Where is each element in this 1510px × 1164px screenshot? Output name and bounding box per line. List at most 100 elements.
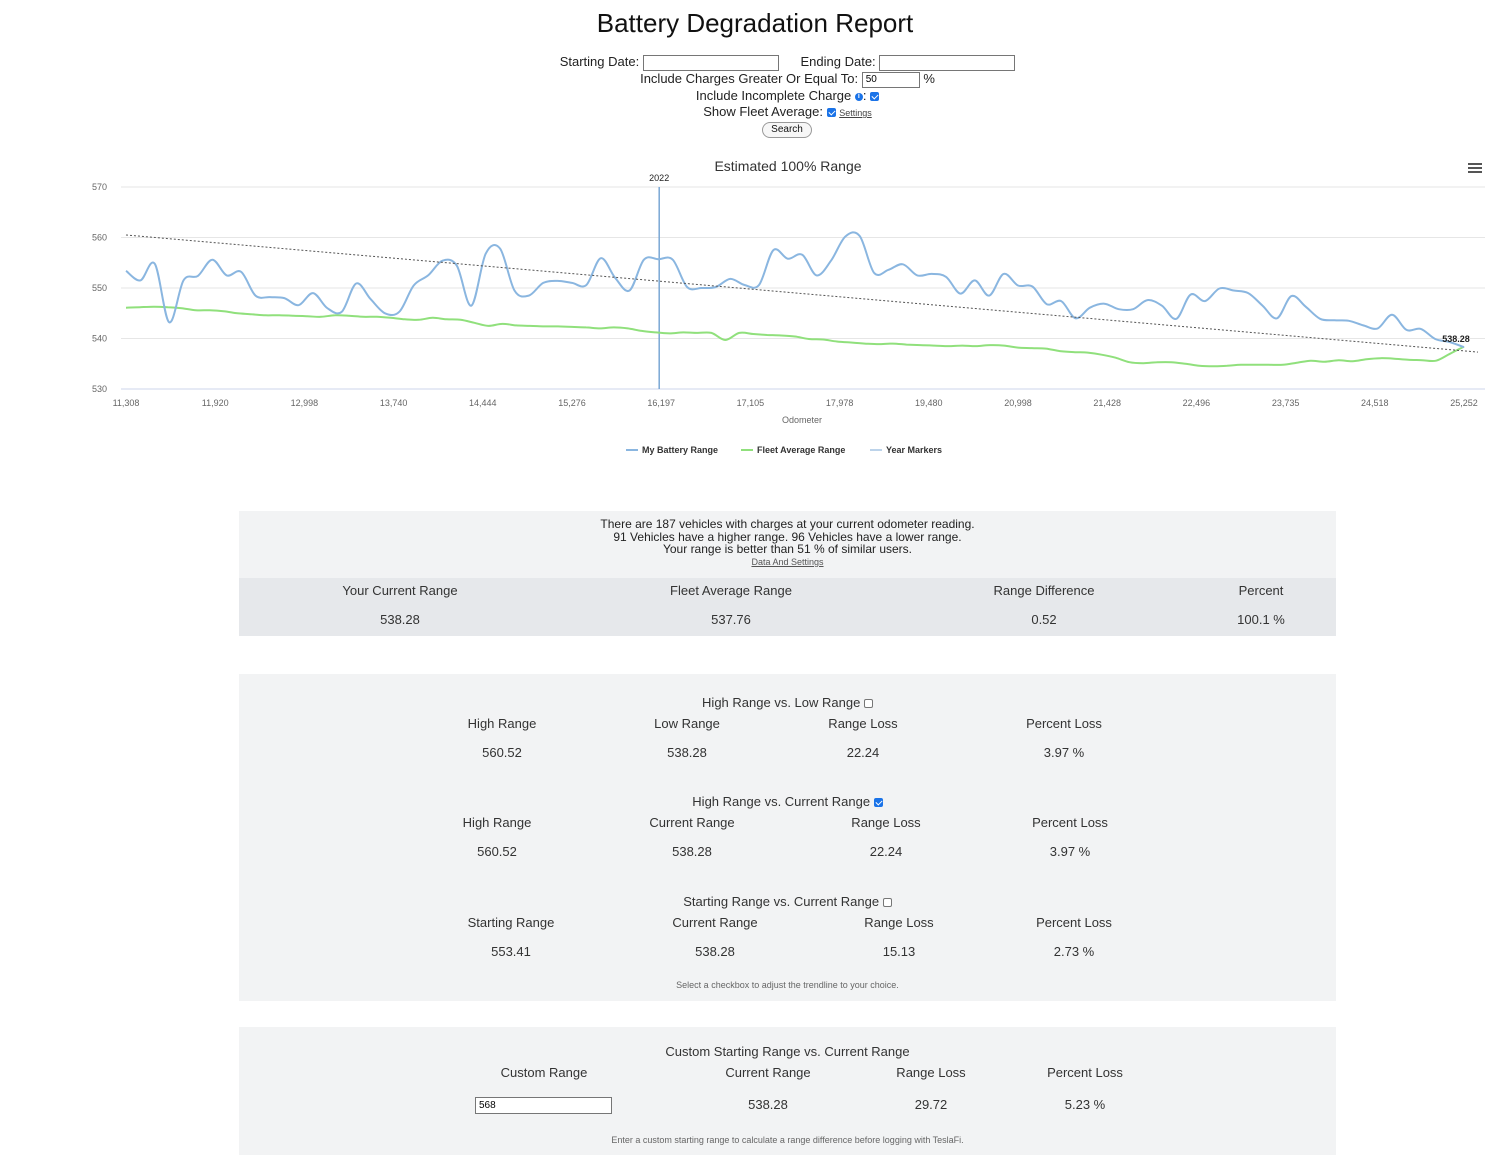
- percent-loss-value: 3.97 %: [1043, 745, 1085, 760]
- custom-range-panel: Custom Starting Range vs. Current Range …: [239, 1027, 1336, 1155]
- high-current-checkbox[interactable]: [873, 798, 883, 808]
- trendline: [125, 234, 1479, 353]
- trendline-note: Select a checkbox to adjust the trendlin…: [676, 980, 899, 990]
- summary-header: Percent: [1238, 583, 1284, 598]
- incomplete-checkbox[interactable]: [870, 92, 880, 102]
- high-range-value: 560.52: [482, 745, 522, 760]
- date-filter-row: Starting Date: Ending Date:: [0, 54, 1510, 71]
- summary-header: Fleet Average Range: [670, 583, 792, 598]
- summary-header: Your Current Range: [342, 583, 458, 598]
- range-loss-value: 15.13: [882, 944, 916, 959]
- fleet-summary-panel: There are 187 vehicles with charges at y…: [239, 511, 1336, 636]
- legend-label: Fleet Average Range: [757, 445, 845, 455]
- min-charge-label: Include Charges Greater Or Equal To:: [640, 71, 859, 86]
- chart-title: Estimated 100% Range: [714, 158, 861, 174]
- high-low-checkbox[interactable]: [863, 699, 873, 709]
- legend-item[interactable]: My Battery Range: [626, 445, 718, 455]
- high-current-title: High Range vs. Current Range: [239, 794, 1336, 809]
- col-header: Current Range: [725, 1065, 811, 1080]
- summary-table: Your Current Range Fleet Average Range R…: [239, 578, 1336, 636]
- col-header: Current Range: [649, 815, 735, 830]
- hamburger-menu-icon[interactable]: [1468, 163, 1482, 175]
- year-marker-label: 2022: [649, 173, 669, 183]
- ending-date-input[interactable]: [879, 54, 1016, 71]
- current-range-value: 538.28: [748, 1097, 788, 1112]
- col-header: Custom Range: [500, 1065, 588, 1080]
- fleet-row: Show Fleet Average: Settings: [0, 104, 1510, 119]
- min-charge-input[interactable]: [861, 71, 920, 88]
- summary-line-1: There are 187 vehicles with charges at y…: [600, 517, 975, 531]
- x-axis-label: Odometer: [782, 415, 822, 425]
- current-range-value: 538.28: [672, 844, 712, 859]
- range-difference-value: 0.52: [1031, 612, 1057, 627]
- y-tick-label: 560: [92, 233, 107, 243]
- percent-loss-value: 2.73 %: [1053, 944, 1095, 959]
- comparisons-panel: High Range vs. Low Range High Range Low …: [239, 674, 1336, 1001]
- range-loss-value: 22.24: [869, 844, 903, 859]
- custom-range-input[interactable]: [475, 1097, 612, 1114]
- col-header: High Range: [467, 716, 537, 731]
- min-charge-row: Include Charges Greater Or Equal To: %: [0, 71, 1510, 88]
- fleet-average-line: [125, 305, 1465, 368]
- col-header: Starting Range: [467, 915, 555, 930]
- x-tick-label: 15,276: [558, 398, 586, 408]
- x-tick-label: 25,252: [1450, 398, 1478, 408]
- info-icon[interactable]: i: [854, 92, 863, 101]
- incomplete-suffix: :: [862, 88, 867, 103]
- col-header: Percent Loss: [1036, 915, 1112, 930]
- x-tick-label: 19,480: [915, 398, 943, 408]
- x-tick-label: 16,197: [647, 398, 675, 408]
- my-battery-range-line: [125, 231, 1465, 349]
- col-header: Current Range: [672, 915, 758, 930]
- legend-label: My Battery Range: [642, 445, 718, 455]
- col-header: Percent Loss: [1032, 815, 1108, 830]
- ending-date-label: Ending Date:: [800, 54, 876, 69]
- range-loss-value: 22.24: [846, 745, 880, 760]
- summary-line-3: Your range is better than 51 % of simila…: [662, 542, 913, 556]
- high-low-title: High Range vs. Low Range: [239, 695, 1336, 710]
- page-title: Battery Degradation Report: [596, 8, 914, 38]
- high-range-value: 560.52: [477, 844, 517, 859]
- x-tick-label: 14,444: [469, 398, 497, 408]
- starting-date-label: Starting Date:: [559, 54, 640, 69]
- current-range-value: 538.28: [380, 612, 420, 627]
- x-tick-label: 12,998: [291, 398, 319, 408]
- starting-date-input[interactable]: [642, 54, 779, 71]
- col-header: High Range: [462, 815, 532, 830]
- incomplete-row: Include Incomplete Charge i:: [0, 88, 1510, 103]
- x-tick-label: 11,920: [202, 398, 229, 408]
- x-tick-label: 17,105: [737, 398, 765, 408]
- settings-link[interactable]: Settings: [839, 108, 872, 118]
- y-tick-label: 530: [92, 384, 107, 394]
- col-header: Range Loss: [828, 716, 898, 731]
- fleet-average-value: 537.76: [711, 612, 751, 627]
- legend-item[interactable]: Fleet Average Range: [741, 445, 845, 455]
- col-header: Percent Loss: [1026, 716, 1102, 731]
- percent-loss-value: 5.23 %: [1064, 1097, 1106, 1112]
- percent-value: 100.1 %: [1237, 612, 1285, 627]
- custom-title: Custom Starting Range vs. Current Range: [665, 1044, 910, 1059]
- x-tick-label: 23,735: [1272, 398, 1300, 408]
- x-tick-label: 21,428: [1093, 398, 1121, 408]
- x-tick-label: 13,740: [380, 398, 408, 408]
- start-current-checkbox[interactable]: [882, 898, 892, 908]
- summary-line-2: 91 Vehicles have a higher range. 96 Vehi…: [613, 530, 962, 544]
- y-tick-label: 570: [92, 182, 107, 192]
- y-tick-label: 540: [92, 334, 107, 344]
- incomplete-label: Include Incomplete Charge: [695, 88, 852, 103]
- x-tick-label: 24,518: [1361, 398, 1389, 408]
- col-header: Range Loss: [896, 1065, 966, 1080]
- search-button[interactable]: Search: [762, 122, 812, 138]
- range-loss-value: 29.72: [914, 1097, 948, 1112]
- y-tick-label: 550: [92, 283, 107, 293]
- col-header: Low Range: [654, 716, 720, 731]
- range-chart: Estimated 100% Range 570 560 550 540 530 11,30…: [92, 158, 1485, 455]
- data-settings-link[interactable]: Data And Settings: [751, 557, 824, 567]
- start-current-title: Starting Range vs. Current Range: [239, 894, 1336, 909]
- fleet-checkbox[interactable]: [826, 108, 836, 118]
- last-value-label: 538.28: [1442, 334, 1470, 344]
- min-charge-unit: %: [923, 71, 935, 86]
- custom-note: Enter a custom starting range to calcula…: [611, 1135, 964, 1145]
- fleet-label: Show Fleet Average:: [703, 104, 823, 119]
- legend-item[interactable]: Year Markers: [870, 445, 942, 455]
